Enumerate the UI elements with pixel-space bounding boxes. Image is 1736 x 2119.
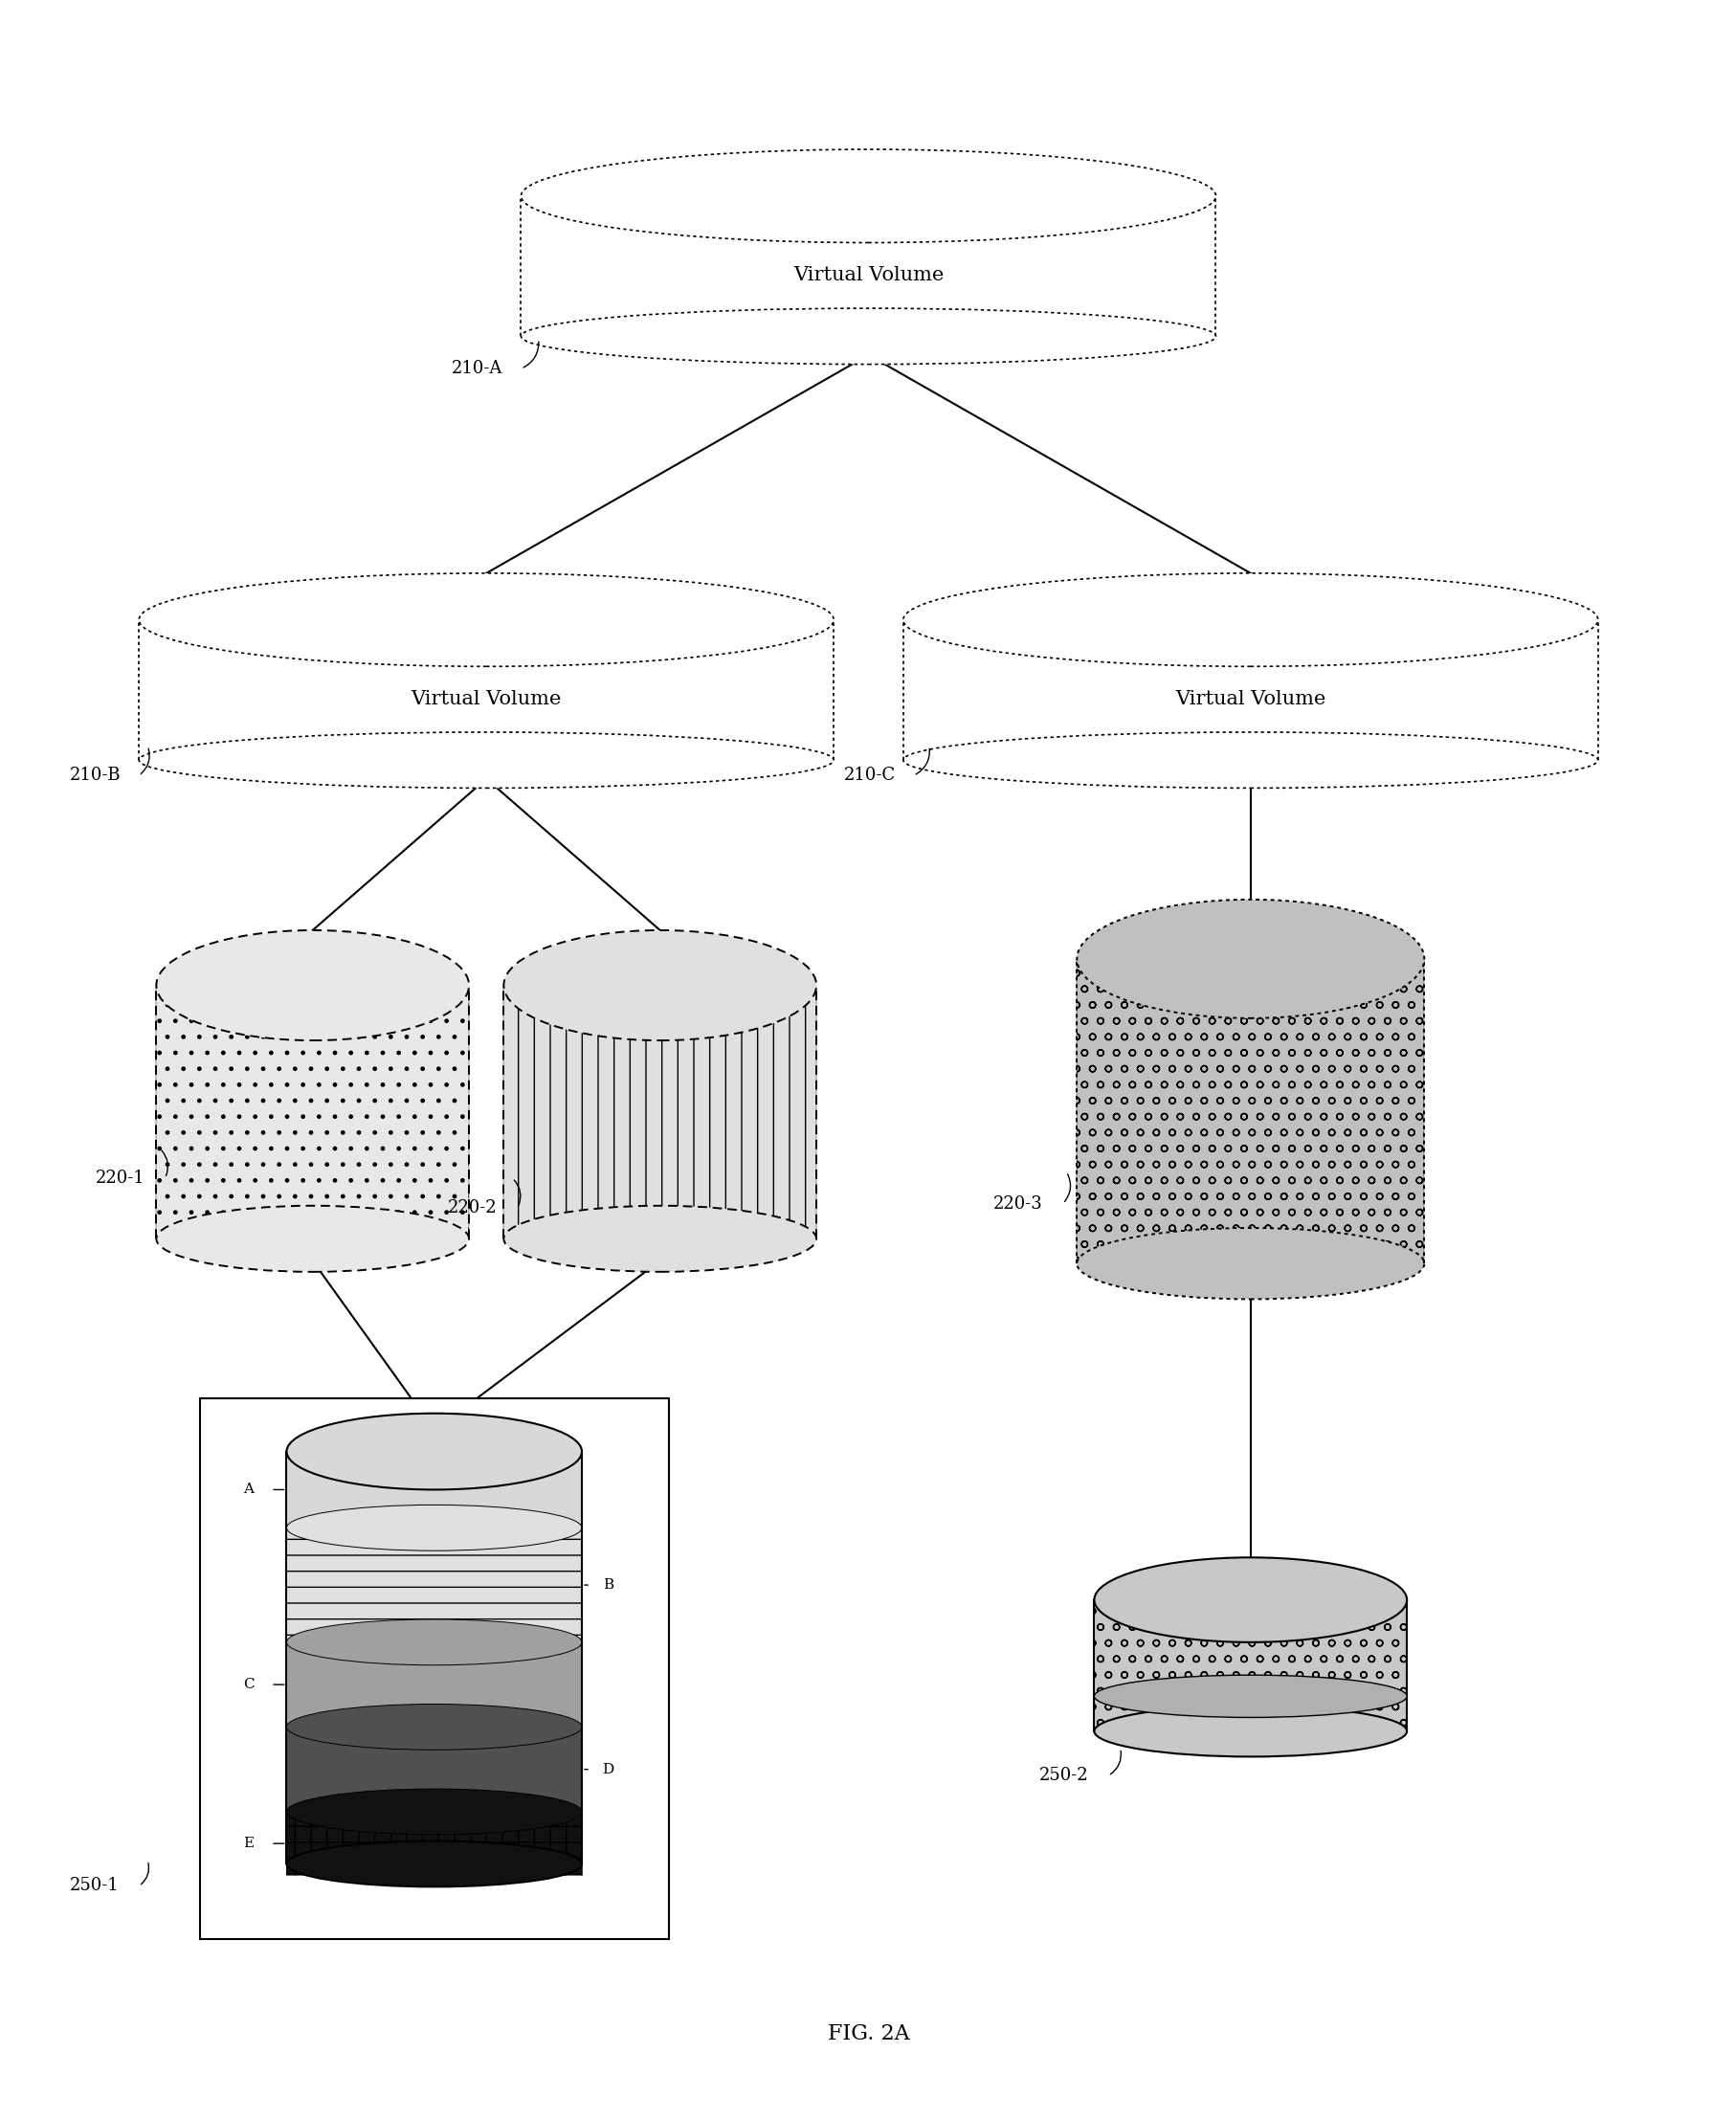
Text: B: B: [602, 1579, 613, 1591]
Ellipse shape: [903, 572, 1597, 667]
Ellipse shape: [503, 1206, 816, 1271]
FancyBboxPatch shape: [200, 1399, 668, 1939]
Ellipse shape: [139, 572, 833, 667]
Text: E: E: [243, 1837, 253, 1850]
Ellipse shape: [139, 733, 833, 788]
Polygon shape: [286, 1727, 582, 1812]
Ellipse shape: [521, 307, 1215, 364]
Text: 250-2: 250-2: [1038, 1767, 1087, 1784]
Ellipse shape: [286, 1619, 582, 1666]
Polygon shape: [1094, 1600, 1406, 1731]
Text: Virtual Volume: Virtual Volume: [411, 691, 561, 708]
Ellipse shape: [286, 1788, 582, 1835]
Text: 220-2: 220-2: [448, 1199, 496, 1216]
Polygon shape: [139, 621, 833, 761]
Ellipse shape: [1076, 898, 1424, 1019]
Ellipse shape: [156, 1206, 469, 1271]
Polygon shape: [156, 985, 469, 1240]
Text: 220-3: 220-3: [993, 1195, 1043, 1212]
Text: C: C: [243, 1678, 253, 1691]
Polygon shape: [903, 621, 1597, 761]
Text: A: A: [243, 1483, 253, 1496]
Ellipse shape: [521, 148, 1215, 244]
Text: 220-1: 220-1: [95, 1170, 146, 1187]
Ellipse shape: [1094, 1674, 1406, 1716]
Ellipse shape: [156, 930, 469, 1040]
Ellipse shape: [286, 1413, 582, 1490]
Polygon shape: [286, 1642, 582, 1727]
Ellipse shape: [1094, 1706, 1406, 1757]
Polygon shape: [286, 1812, 582, 1875]
Ellipse shape: [286, 1428, 582, 1475]
Text: FIG. 2A: FIG. 2A: [826, 2024, 910, 2045]
Text: Virtual Volume: Virtual Volume: [1175, 691, 1325, 708]
Text: 210-A: 210-A: [451, 360, 502, 377]
Ellipse shape: [503, 930, 816, 1040]
Ellipse shape: [286, 1841, 582, 1886]
Text: 250-1: 250-1: [69, 1877, 120, 1894]
Ellipse shape: [1094, 1557, 1406, 1642]
Text: 210-C: 210-C: [844, 767, 896, 784]
Text: 210-B: 210-B: [69, 767, 122, 784]
Text: Virtual Volume: Virtual Volume: [793, 267, 943, 284]
Ellipse shape: [903, 733, 1597, 788]
Ellipse shape: [1076, 1229, 1424, 1299]
Ellipse shape: [286, 1704, 582, 1750]
Polygon shape: [521, 197, 1215, 337]
Polygon shape: [1076, 958, 1424, 1263]
Polygon shape: [503, 985, 816, 1240]
Polygon shape: [286, 1528, 582, 1642]
Ellipse shape: [286, 1504, 582, 1551]
Polygon shape: [286, 1452, 582, 1528]
Text: D: D: [602, 1763, 613, 1776]
